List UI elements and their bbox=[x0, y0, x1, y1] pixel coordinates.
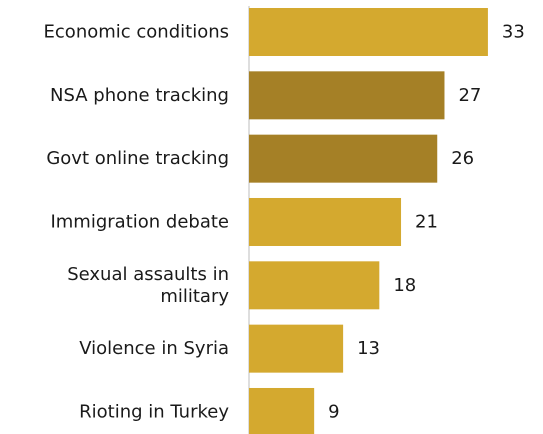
bar bbox=[249, 134, 438, 183]
bar-value-label: 21 bbox=[415, 211, 438, 232]
category-label: Govt online tracking bbox=[46, 148, 229, 169]
bar bbox=[249, 261, 380, 310]
category-label: Sexual assaults in military bbox=[67, 264, 229, 307]
bar-value-label: 33 bbox=[502, 22, 525, 43]
bar-value-label: 18 bbox=[393, 275, 416, 296]
category-label: Violence in Syria bbox=[79, 338, 229, 359]
bar-value-label: 9 bbox=[328, 401, 339, 422]
bar bbox=[249, 387, 315, 434]
bar-value-label: 26 bbox=[451, 148, 474, 169]
bar bbox=[249, 8, 488, 56]
bar-value-label: 13 bbox=[357, 338, 380, 359]
bar bbox=[249, 197, 402, 246]
category-label: NSA phone tracking bbox=[50, 85, 229, 106]
bar bbox=[249, 324, 344, 373]
category-label: Rioting in Turkey bbox=[79, 401, 229, 422]
bar-value-label: 27 bbox=[458, 85, 481, 106]
category-label: Immigration debate bbox=[50, 211, 229, 232]
bar bbox=[249, 71, 445, 120]
category-label: Economic conditions bbox=[44, 22, 229, 43]
